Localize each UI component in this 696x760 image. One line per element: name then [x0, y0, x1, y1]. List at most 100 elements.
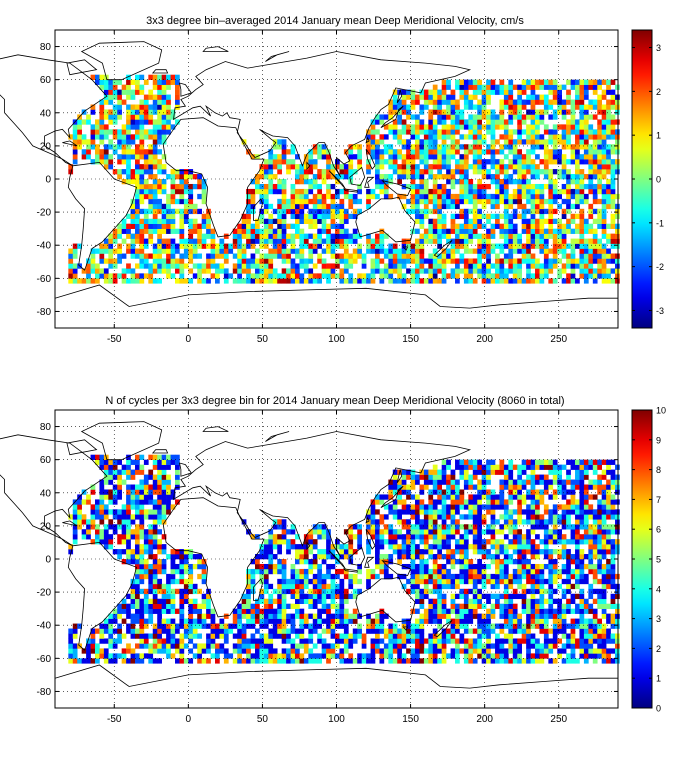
heatmap-cell [303, 174, 309, 180]
heatmap-cell [566, 583, 571, 590]
heatmap-cell [548, 154, 554, 160]
heatmap-cell [468, 144, 474, 150]
heatmap-cell [90, 124, 96, 130]
heatmap-cell [592, 174, 598, 180]
heatmap-cell [588, 608, 594, 614]
heatmap-cell [579, 228, 585, 234]
heatmap-cell [419, 243, 425, 249]
heatmap-cell [450, 94, 456, 100]
heatmap-cell [552, 84, 558, 90]
heatmap-cell [583, 643, 589, 649]
heatmap-cell [281, 233, 287, 239]
heatmap-cell [481, 268, 487, 274]
heatmap-cell [197, 243, 202, 249]
heatmap-cell [268, 608, 274, 614]
heatmap-cell [135, 129, 140, 135]
heatmap-cell [330, 549, 336, 555]
heatmap-cell [183, 218, 189, 224]
velocity-title: 3x3 degree bin–averaged 2014 January mea… [146, 15, 524, 27]
heatmap-cell [472, 648, 478, 654]
heatmap-cell [437, 94, 442, 100]
heatmap-cell [86, 648, 91, 654]
heatmap-cell [210, 273, 216, 279]
heatmap-cell [357, 623, 362, 629]
heatmap-cell [81, 658, 87, 664]
heatmap-cell [348, 263, 354, 269]
heatmap-cell [152, 578, 158, 585]
heatmap-cell [326, 613, 331, 619]
heatmap-cell [410, 149, 416, 155]
heatmap-cell [548, 554, 554, 560]
heatmap-cell [95, 643, 100, 649]
heatmap-cell [166, 573, 171, 580]
heatmap-cell [428, 154, 434, 160]
heatmap-cell [588, 248, 594, 254]
heatmap-cell [406, 268, 411, 274]
heatmap-cell [326, 588, 331, 595]
heatmap-cell [392, 129, 398, 135]
heatmap-cell [263, 174, 269, 180]
heatmap-cell [152, 603, 158, 609]
heatmap-cell [357, 149, 362, 155]
heatmap-cell [388, 248, 394, 254]
heatmap-cell [303, 238, 309, 244]
heatmap-cell [166, 628, 171, 634]
heatmap-cell [397, 258, 402, 264]
heatmap-cell [437, 114, 442, 120]
heatmap-cell [490, 593, 496, 600]
heatmap-cell [543, 563, 549, 570]
heatmap-cell [592, 258, 598, 264]
heatmap-cell [459, 603, 465, 609]
heatmap-cell [583, 149, 589, 155]
heatmap-cell [459, 134, 465, 140]
coastline [365, 148, 376, 170]
heatmap-cell [419, 183, 425, 190]
heatmap-cell [255, 258, 260, 264]
heatmap-cell [508, 94, 514, 100]
heatmap-cell [579, 643, 585, 649]
heatmap-cell [517, 159, 522, 165]
heatmap-cell [526, 263, 531, 269]
heatmap-cell [295, 603, 300, 609]
heatmap-cell [419, 109, 425, 115]
heatmap-cell [157, 94, 162, 100]
heatmap-cell [463, 154, 469, 160]
heatmap-cell [455, 623, 460, 629]
heatmap-cell [277, 549, 282, 555]
heatmap-cell [463, 144, 469, 150]
heatmap-cell [379, 134, 385, 140]
heatmap-cell [161, 79, 167, 85]
heatmap-cell [552, 144, 558, 150]
heatmap-cell [103, 273, 109, 279]
heatmap-cell [326, 243, 331, 249]
heatmap-cell [117, 633, 122, 639]
heatmap-cell [481, 99, 487, 105]
heatmap-cell [112, 84, 118, 90]
heatmap-cell [463, 193, 469, 200]
heatmap-cell [237, 648, 242, 654]
heatmap-cell [290, 208, 296, 215]
heatmap-cell [108, 99, 114, 105]
heatmap-cell [503, 179, 509, 185]
heatmap-cell [250, 658, 256, 664]
heatmap-cell [250, 578, 256, 585]
heatmap-cell [139, 164, 145, 170]
heatmap-cell [437, 643, 442, 649]
heatmap-cell [379, 183, 385, 190]
heatmap-cell [121, 218, 127, 224]
heatmap-cell [157, 139, 162, 145]
heatmap-cell [135, 198, 140, 205]
heatmap-cell [188, 268, 194, 274]
heatmap-cell [68, 258, 74, 264]
heatmap-cell [428, 588, 434, 595]
heatmap-cell [597, 164, 602, 170]
heatmap-cell [139, 238, 145, 244]
heatmap-cell [570, 218, 576, 224]
heatmap-cell [379, 658, 385, 664]
heatmap-cell [139, 248, 145, 254]
heatmap-cell [166, 114, 171, 120]
heatmap-cell [179, 188, 185, 195]
heatmap-cell [246, 263, 251, 269]
heatmap-cell [406, 238, 411, 244]
heatmap-cell [615, 653, 620, 659]
